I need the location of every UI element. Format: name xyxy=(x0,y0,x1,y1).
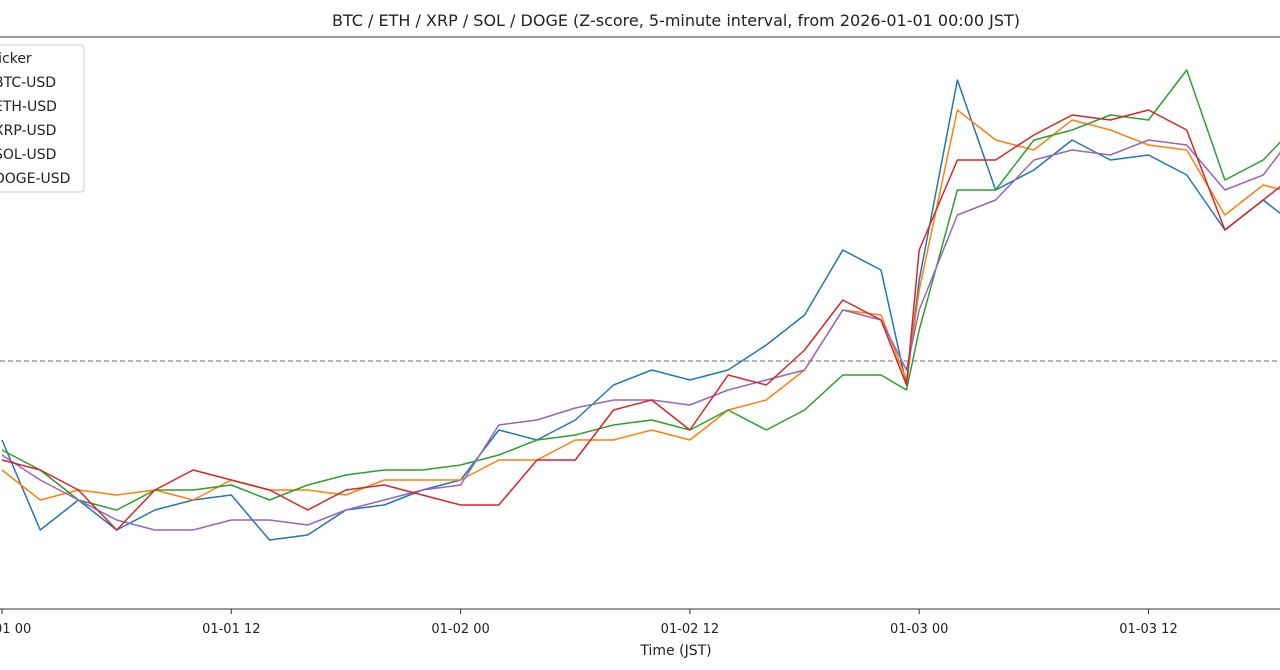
x-axis-ticks: 01-01 00 01-01 12 01-02 00 01-02 12 01-0… xyxy=(0,609,1178,637)
legend-entry-doge: DOGE-USD xyxy=(0,171,70,187)
series-line-eth-usd xyxy=(1,109,1280,501)
legend-entry-eth: ETH-USD xyxy=(0,99,57,115)
legend-entry-xrp: XRP-USD xyxy=(0,123,56,139)
x-axis-label: Time (JST) xyxy=(639,643,711,659)
series-layer xyxy=(1,69,1280,541)
series-line-btc-usd xyxy=(1,79,1280,541)
series-line-xrp-usd xyxy=(1,69,1280,511)
legend-box xyxy=(0,44,85,193)
series-line-sol-usd xyxy=(1,139,1280,531)
x-tick-label: 01-03 00 xyxy=(890,622,948,637)
legend: Ticker BTC-USD ETH-USD XRP-USD SOL-USD D… xyxy=(0,44,85,193)
legend-entry-sol: SOL-USD xyxy=(0,147,56,163)
x-tick-label: 01-02 12 xyxy=(661,622,719,637)
chart-title: BTC / ETH / XRP / SOL / DOGE (Z-score, 5… xyxy=(332,11,1020,30)
series-line-doge-usd xyxy=(1,109,1280,531)
x-tick-label: 01-03 12 xyxy=(1119,622,1177,637)
x-tick-label: 01-01 00 xyxy=(0,622,31,637)
x-tick-label: 01-02 00 xyxy=(431,622,489,637)
legend-title: Ticker xyxy=(0,51,32,67)
legend-entry-btc: BTC-USD xyxy=(0,75,56,91)
x-tick-label: 01-01 12 xyxy=(202,622,260,637)
